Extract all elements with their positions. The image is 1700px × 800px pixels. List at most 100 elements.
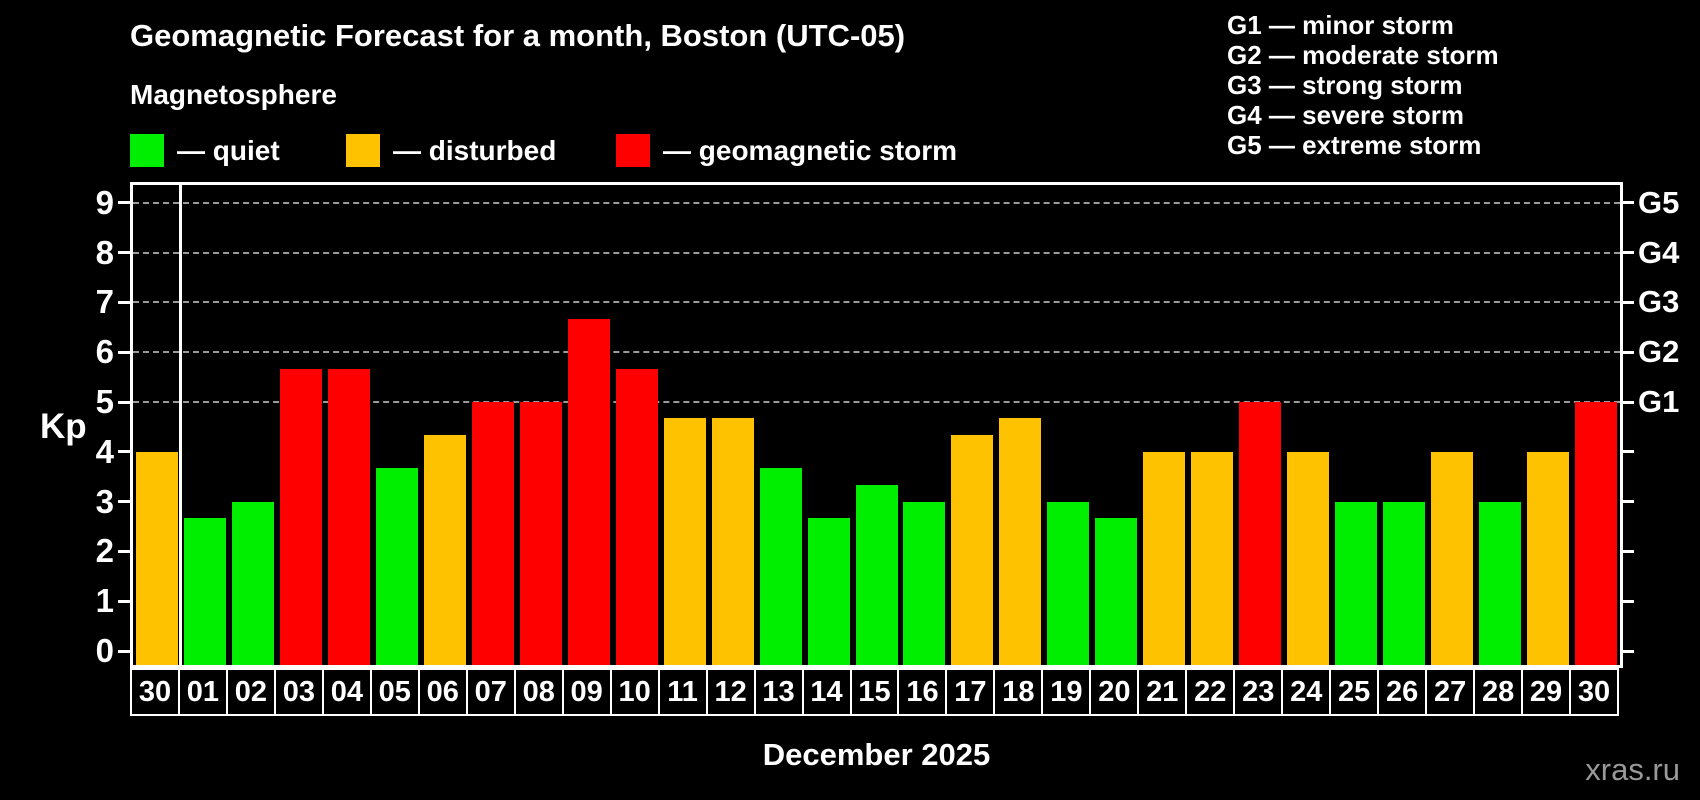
kp-bar-day-06 [423,435,466,665]
y-tick-mark [118,599,130,603]
disturbed-color-swatch-icon [346,134,380,167]
x-axis-title: December 2025 [762,737,991,772]
y-tick-label: 1 [95,582,114,620]
day-label-cell: 20 [1089,668,1140,716]
quiet-color-swatch-icon [130,134,164,167]
day-label-cell: 11 [657,668,708,716]
y-tick-label: 8 [95,233,114,271]
day-label-cell: 23 [1233,668,1284,716]
y-tick-mark [118,201,130,205]
day-label-cell: 06 [417,668,468,716]
legend-label: — disturbed [393,134,557,166]
kp-bar-day-04 [327,368,370,665]
kp-bar-day-29 [1527,451,1570,665]
gridline-kp9 [133,201,1620,204]
g-level-label-g2: G2 [1638,334,1680,370]
kp-bar-day-11 [663,418,706,665]
kp-bar-day-30 [1575,402,1618,665]
day-label-cell: 22 [1185,668,1236,716]
month-separator-line [179,185,183,665]
day-label-cell: 30 [1569,668,1619,716]
day-label-cell: 13 [753,668,804,716]
kp-bar-day-23 [1239,402,1282,665]
gridline-kp8 [133,251,1620,254]
y-axis-title: Kp [40,407,87,446]
gridline-kp6 [133,351,1620,354]
day-label-cell: 16 [897,668,948,716]
day-label-cell: 03 [273,668,324,716]
storm-color-swatch-icon [616,134,650,167]
y-tick-label: 5 [95,383,114,420]
day-label-cell: 02 [225,668,276,716]
g-level-label-g3: G3 [1638,284,1680,320]
gridline-kp5 [133,401,1620,403]
kp-bar-day-14 [807,518,850,665]
g-axis-tick-mark [1621,400,1634,404]
magnetosphere-label: Magnetosphere [130,79,337,110]
day-label-cell: 05 [369,668,420,716]
day-label-cell: 10 [609,668,660,716]
day-label-cell: 18 [993,668,1044,716]
kp-bar-day-03 [279,368,322,665]
kp-bar-day-05 [375,468,418,665]
legend-item-disturbed: — disturbed [346,134,556,167]
y-tick-mark [118,350,130,354]
y-tick-mark [118,500,130,504]
g-axis-tick-mark [1621,201,1634,205]
g-level-label-g5: G5 [1638,184,1680,220]
legend-item-storm: — geomagnetic storm [616,134,957,167]
y-tick-label: 0 [95,632,114,669]
kp-bar-day-19 [1047,501,1090,665]
day-label-cell: 30 [130,668,180,716]
day-label-cell: 25 [1329,668,1380,716]
y-tick-mark [118,649,130,653]
kp-bar-day-02 [231,501,274,665]
g-axis-tick-mark [1621,251,1634,255]
day-label-cell: 14 [801,668,852,716]
y-tick-label: 9 [95,183,114,221]
g-axis-tick-mark [1621,450,1634,454]
kp-bar-day-09 [567,318,610,665]
g-axis-tick-mark [1621,549,1634,553]
day-label-cell: 04 [321,668,372,716]
day-label-cell: 07 [465,668,516,716]
kp-bar-day-15 [855,485,898,665]
kp-bar-day-25 [1335,501,1378,665]
kp-bar-day-18 [999,418,1042,665]
y-tick-label: 3 [95,482,114,520]
g-legend-entry: G2 — moderate storm [1227,40,1499,70]
day-label-cell: 15 [849,668,900,716]
watermark: xras.ru [1585,752,1680,787]
kp-bar-day-12 [711,418,754,665]
g-axis-tick-mark [1621,599,1634,603]
chart-title: Geomagnetic Forecast for a month, Boston… [130,18,906,53]
y-tick-mark [118,450,130,454]
g-axis-tick-mark [1621,350,1634,354]
kp-bar-day-21 [1143,451,1186,665]
kp-bar-day-30 [135,451,178,665]
day-label-cell: 01 [177,668,228,716]
y-tick-mark [118,300,130,304]
legend-item-quiet: — quiet [130,134,280,167]
day-label-cell: 24 [1281,668,1332,716]
g-axis-tick-mark [1621,300,1634,304]
g-level-label-g1: G1 [1638,384,1680,419]
g-level-label-g4: G4 [1638,234,1680,270]
day-label-cell: 09 [561,668,612,716]
kp-bar-day-28 [1479,501,1522,665]
y-tick-mark [118,549,130,553]
day-label-cell: 28 [1473,668,1524,716]
day-label-cell: 26 [1377,668,1428,716]
g-legend-entry: G1 — minor storm [1227,10,1454,40]
y-tick-label: 2 [95,532,114,570]
y-tick-mark [118,251,130,255]
kp-bar-day-24 [1287,451,1330,665]
kp-bar-day-16 [903,501,946,665]
gridline-kp7 [133,301,1620,304]
day-label-cell: 27 [1425,668,1476,716]
kp-bar-day-20 [1095,518,1138,665]
legend-label: — quiet [177,134,280,166]
legend-label: — geomagnetic storm [663,134,958,166]
day-label-cell: 29 [1521,668,1572,716]
